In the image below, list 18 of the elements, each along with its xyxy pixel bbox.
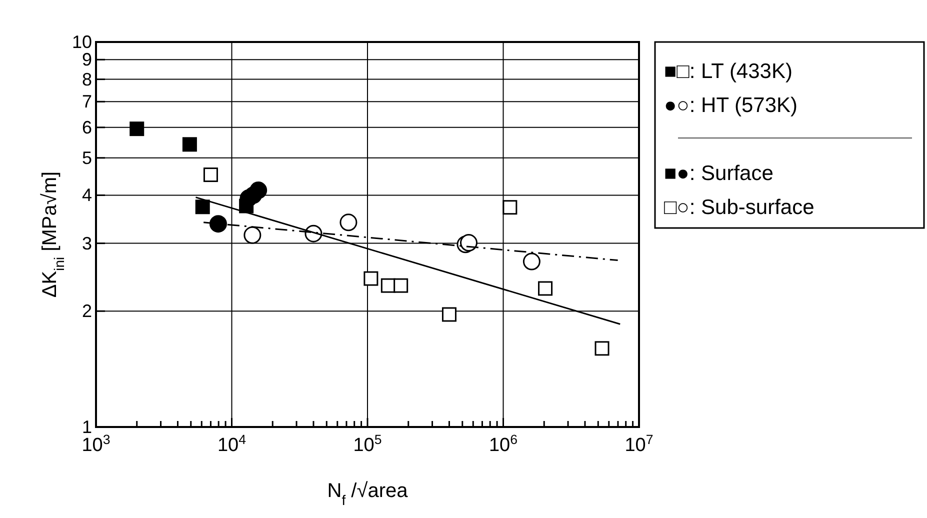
y-tick-label: 3 bbox=[82, 233, 92, 254]
text: ●○: HT (573K) bbox=[664, 94, 798, 117]
x-tick-label: 10$^{5}$ bbox=[353, 432, 382, 456]
y-tick-label: 9 bbox=[82, 50, 92, 70]
x-axis-title: N$_{f}$ /√area bbox=[327, 480, 409, 508]
y-tick-label: 2 bbox=[82, 301, 92, 322]
x-tick-label: 10$^{7}$ bbox=[624, 432, 654, 456]
y-tick-label: 7 bbox=[82, 92, 92, 112]
y-tick-label: 6 bbox=[82, 117, 92, 138]
y-tick-label: 8 bbox=[82, 69, 92, 90]
y-tick-label: 5 bbox=[82, 148, 92, 168]
text: □○: Sub-surface bbox=[664, 196, 814, 219]
text: ■□: LT (433K) bbox=[664, 60, 792, 83]
y-tick-label: 10 bbox=[72, 32, 92, 52]
x-tick-label: 10$^{6}$ bbox=[488, 432, 518, 456]
text: ■●: Surface bbox=[664, 162, 774, 185]
y-tick-label: 4 bbox=[82, 185, 92, 206]
x-tick-label: 10$^{4}$ bbox=[217, 432, 246, 456]
